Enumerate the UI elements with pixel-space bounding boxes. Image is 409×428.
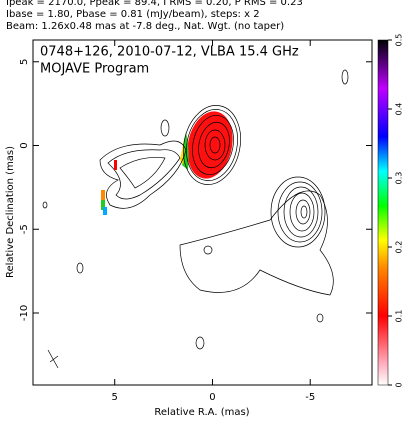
contours	[42, 69, 349, 369]
colorbar-tick-label: 0.2	[395, 241, 404, 254]
x-tick-label: -5	[305, 392, 315, 403]
x-tick-label: 5	[112, 392, 118, 403]
colorbar-tick-label: 0.5	[395, 34, 404, 47]
colorbar-tick-label: 0.4	[395, 103, 404, 116]
x-axis-label: Relative R.A. (mas)	[154, 407, 249, 418]
plot-title: 0748+126, 2010-07-12, VLBA 15.4 GHz	[40, 45, 299, 60]
header-line: Ibase = 1.80, Pbase = 0.81 (mJy/beam), s…	[6, 9, 260, 20]
colorbar-tick-label: 0.1	[395, 310, 404, 323]
y-axis-label: Relative Declination (mas)	[5, 146, 16, 278]
y-tick-label: -5	[19, 224, 30, 234]
plot-frame	[32, 39, 373, 386]
colorbar	[377, 39, 389, 386]
colorbar-tick-label: 0.3	[395, 172, 404, 185]
colorbar-tick-label: 0	[395, 382, 404, 387]
y-tick-label: 5	[19, 59, 30, 65]
x-tick-label: 0	[209, 392, 215, 403]
header-line: Ipeak = 2170.0, Ppeak = 89.4, I RMS = 0.…	[6, 0, 303, 8]
y-tick-label: -10	[19, 305, 30, 321]
y-tick-label: 0	[19, 142, 30, 148]
header-line: Beam: 1.26x0.48 mas at -7.8 deg., Nat. W…	[6, 21, 284, 32]
plot-subtitle: MOJAVE Program	[40, 62, 149, 77]
